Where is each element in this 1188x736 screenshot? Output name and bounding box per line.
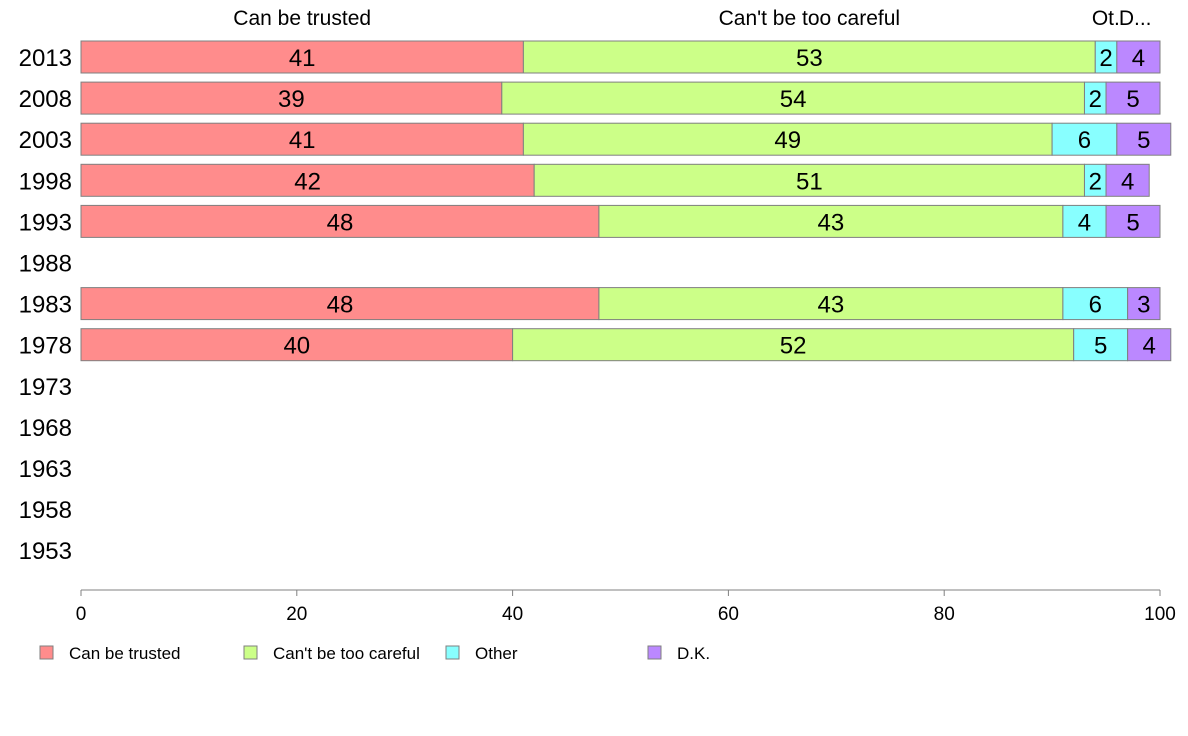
- data-label: 3: [1137, 292, 1150, 319]
- data-label: 4: [1078, 209, 1091, 236]
- data-label: 48: [327, 209, 354, 236]
- data-label: 2: [1099, 45, 1112, 72]
- bar-segment: [1105, 163, 1150, 197]
- data-label: 51: [796, 168, 823, 195]
- legend-label: Other: [475, 644, 518, 663]
- bars: 41 53 2 439 54 2 541 49 6 542 51 2 448 43 4 548 43 6 340 52…: [80, 40, 1172, 362]
- bar-segment: [1051, 122, 1118, 156]
- x-axis: 0 20 40 60 80 100: [76, 589, 1176, 625]
- year-label: 1983: [19, 292, 72, 319]
- bar-segment: [512, 328, 1075, 362]
- bar-segment: [1116, 40, 1161, 74]
- bar-segment: [80, 204, 600, 238]
- legend-swatch: [243, 645, 258, 660]
- bar-segment: [501, 81, 1085, 115]
- data-label: 52: [780, 333, 807, 360]
- year-label: 2013: [19, 45, 72, 72]
- legend-label: D.K.: [677, 644, 710, 663]
- legend-label: Can be trusted: [69, 644, 181, 663]
- year-label: 1973: [19, 374, 72, 401]
- year-label: 2003: [19, 127, 72, 154]
- year-label: 1958: [19, 497, 72, 524]
- year-labels: 2013 2008 2003 1998 1993 1988 1983 1978 1973 1968…: [19, 45, 72, 565]
- data-label: 4: [1132, 45, 1145, 72]
- bar-segment: [1127, 328, 1172, 362]
- data-label: 39: [278, 86, 305, 113]
- data-label: 40: [283, 333, 310, 360]
- data-label: 41: [289, 127, 316, 154]
- bar-segment: [1105, 204, 1161, 238]
- x-tick-label: 0: [76, 604, 87, 625]
- legend-swatch: [647, 645, 662, 660]
- bar-segment: [80, 287, 600, 321]
- data-label: 54: [780, 86, 807, 113]
- x-tick-label: 100: [1144, 604, 1176, 625]
- legend-label: Can't be too careful: [273, 644, 420, 663]
- header-other: Ot.: [1092, 7, 1120, 30]
- bar-segment: [522, 122, 1053, 156]
- x-tick-label: 20: [286, 604, 307, 625]
- data-label: 53: [796, 45, 823, 72]
- data-label: 2: [1089, 86, 1102, 113]
- bar-segment: [598, 204, 1064, 238]
- header-can-be-trusted: Can be trusted: [233, 7, 371, 30]
- data-label: 5: [1094, 333, 1107, 360]
- year-label: 1998: [19, 168, 72, 195]
- bar-segment: [1127, 287, 1161, 321]
- header-can-t-be-too-careful: Can't be too careful: [719, 7, 900, 30]
- data-label: 6: [1078, 127, 1091, 154]
- data-label: 42: [294, 168, 321, 195]
- year-label: 1963: [19, 456, 72, 483]
- data-label: 41: [289, 45, 316, 72]
- x-tick-label: 80: [934, 604, 955, 625]
- data-label: 4: [1121, 168, 1134, 195]
- data-label: 5: [1126, 86, 1139, 113]
- bar-segment: [80, 40, 524, 74]
- x-tick-label: 40: [502, 604, 523, 625]
- data-label: 43: [818, 292, 845, 319]
- series-headers: Can be trusted Can't be too careful Ot. D..…: [233, 7, 1151, 30]
- year-label: 1978: [19, 333, 72, 360]
- bar-segment: [522, 40, 1096, 74]
- data-label: 49: [774, 127, 801, 154]
- legend-swatch: [39, 645, 54, 660]
- bar-segment: [1105, 81, 1161, 115]
- year-label: 1953: [19, 538, 72, 565]
- data-label: 6: [1089, 292, 1102, 319]
- legend-swatch: [445, 645, 460, 660]
- bar-segment: [1116, 122, 1172, 156]
- data-label: 5: [1126, 209, 1139, 236]
- legend: Can be trusted Can't be too careful Other D…: [39, 644, 710, 663]
- year-label: 1988: [19, 251, 72, 278]
- bar-segment: [80, 122, 524, 156]
- bar-segment: [80, 163, 535, 197]
- header-d-k-: D...: [1119, 7, 1152, 30]
- data-label: 2: [1089, 168, 1102, 195]
- bar-segment: [80, 81, 503, 115]
- data-label: 4: [1143, 333, 1156, 360]
- year-label: 1968: [19, 415, 72, 442]
- year-label: 2008: [19, 86, 72, 113]
- bar-segment: [80, 328, 514, 362]
- bar-segment: [1062, 204, 1107, 238]
- bar-segment: [1073, 328, 1129, 362]
- x-tick-label: 60: [718, 604, 739, 625]
- bar-segment: [598, 287, 1064, 321]
- year-label: 1993: [19, 209, 72, 236]
- bar-segment: [533, 163, 1085, 197]
- data-label: 5: [1137, 127, 1150, 154]
- data-label: 43: [818, 209, 845, 236]
- data-label: 48: [327, 292, 354, 319]
